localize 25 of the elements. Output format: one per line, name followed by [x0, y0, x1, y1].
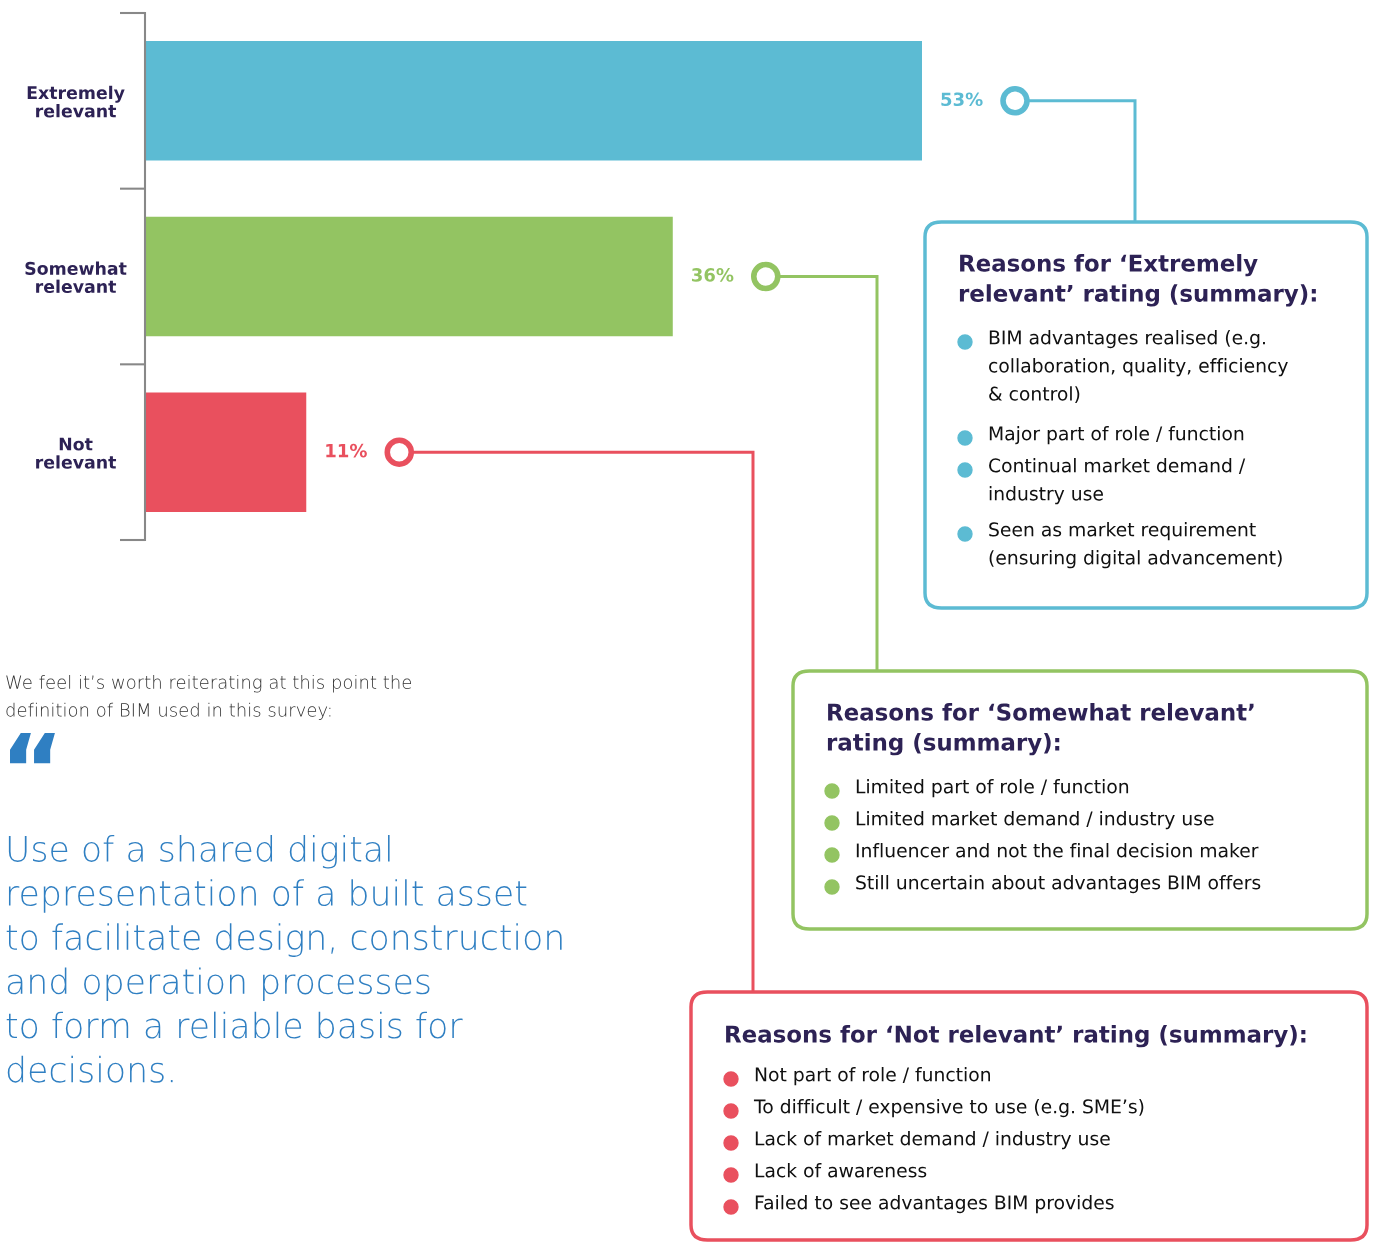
y-tick-label: Not relevant	[36, 437, 117, 469]
y-tick-label: Extremely relevant	[27, 85, 125, 118]
text: Reasons for ‘Extremely relevant’ rating (summary):	[959, 254, 1316, 307]
text: Influencer and not the final decision maker	[856, 843, 1259, 858]
text: Reasons for ‘Somewhat relevant’ rating (summary):	[827, 703, 1254, 756]
text: Reasons for ‘Not relevant’ rating (summary):	[726, 1025, 1306, 1048]
data-label: 36%	[691, 268, 734, 282]
text: Continual market demand / industry use	[989, 458, 1246, 505]
text: To difficult / expensive to use (e.g. SME’s)	[753, 1099, 1144, 1118]
text: BIM advantages realised (e.g. collaboration, quality, efficiency & control)	[989, 330, 1288, 403]
y-tick-label: Somewhat relevant	[25, 261, 127, 294]
text: Use of a shared digital representation of a built asset to facilitate design, construction and operation processes to form a reliable basis for decisions.	[6, 835, 562, 1083]
text: Seen as market requirement (ensuring digital advancement)	[989, 522, 1282, 569]
text: Lack of awareness	[755, 1163, 927, 1178]
text: We feel it’s worth reiterating at this point the definition of BIM used in this survey:	[6, 675, 411, 720]
text: Limited part of role / function	[856, 779, 1129, 798]
text: Limited market demand / industry use	[856, 811, 1214, 830]
data-label: 11%	[326, 443, 367, 458]
text: Lack of market demand / industry use	[755, 1131, 1110, 1150]
text: Major part of role / function	[989, 426, 1244, 445]
text: Not part of role / function	[755, 1067, 990, 1086]
text: Still uncertain about advantages BIM offers	[856, 875, 1261, 894]
data-label: 53%	[941, 92, 983, 107]
text: Failed to see advantages BIM provides	[755, 1195, 1114, 1214]
text: “	[10, 732, 55, 764]
